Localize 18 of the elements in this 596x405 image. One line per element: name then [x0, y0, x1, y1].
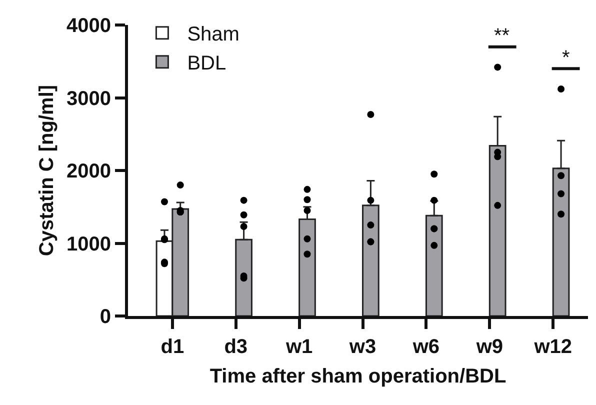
y-tick-label: 1000: [66, 233, 111, 256]
legend-label: BDL: [187, 52, 226, 75]
y-tick-label: 2000: [66, 160, 111, 182]
annotation: **: [494, 25, 510, 47]
y-tick-label: 3000: [66, 88, 111, 110]
x-tick-label: d3: [224, 336, 248, 358]
y-tick-label: 0: [100, 306, 111, 328]
y-tick-label: 4000: [66, 15, 111, 37]
x-tick-label: w3: [348, 336, 376, 358]
x-tick-label: w6: [412, 336, 440, 358]
legend-label: Sham: [187, 24, 240, 46]
x-tick-label: w9: [475, 336, 504, 358]
x-tick-label: w12: [533, 336, 572, 358]
y-axis-title: Cystatin C [ng/ml]: [36, 84, 58, 256]
x-tick-label: d1: [160, 336, 184, 358]
x-axis-title: Time after sham operation/BDL: [210, 366, 506, 388]
x-tick-label: w1: [284, 336, 313, 358]
annotation: *: [562, 47, 570, 69]
